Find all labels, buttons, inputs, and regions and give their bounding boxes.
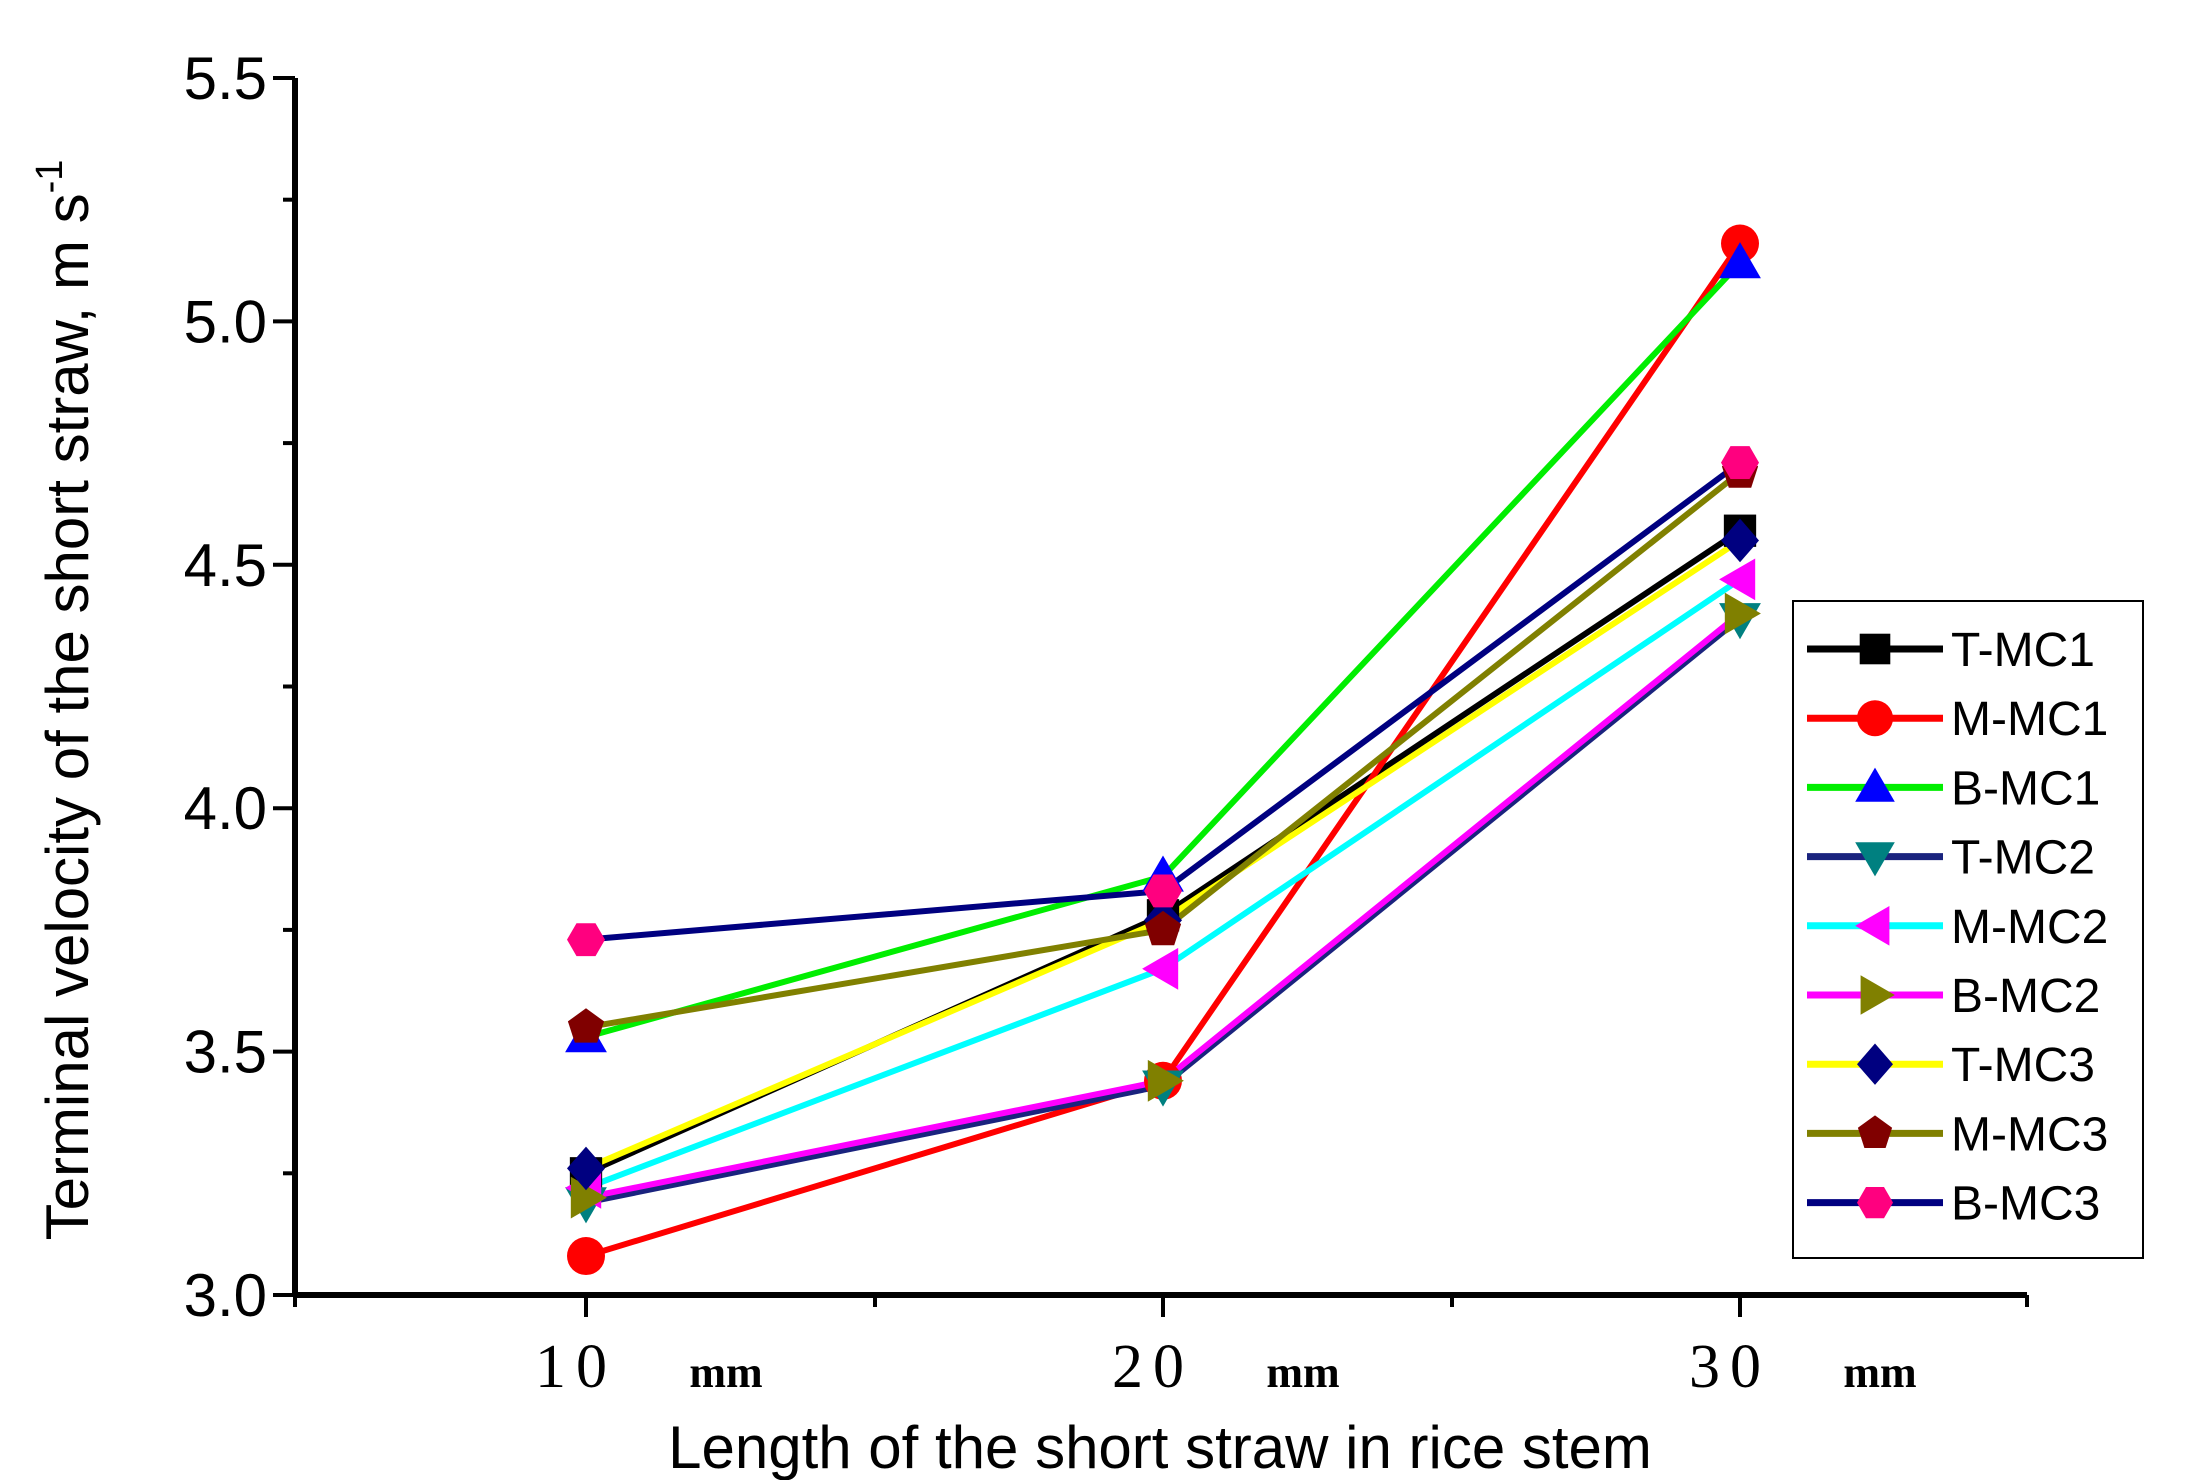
- y-axis-title-main: Terminal velocity of the short straw, m …: [34, 193, 101, 1240]
- y-tick-label: 5.5: [184, 45, 267, 112]
- x-tick-label: 20: [1112, 1333, 1194, 1401]
- data-point-m-mc3: [567, 1008, 605, 1043]
- legend-marker-m-mc2: [1855, 906, 1890, 946]
- legend-marker-t-mc3: [1857, 1043, 1893, 1085]
- data-point-b-mc3: [567, 923, 605, 957]
- data-point-b-mc3: [1721, 446, 1759, 479]
- legend-marker-b-mc3: [1857, 1187, 1893, 1219]
- y-tick-label: 4.5: [184, 532, 267, 599]
- x-tick-label: 30: [1689, 1333, 1771, 1401]
- legend-marker-m-mc3: [1857, 1115, 1893, 1148]
- legend-label-m-mc2: M-MC2: [1951, 901, 2108, 954]
- legend: T-MC1 M-MC1 B-MC1 T-MC2 M-MC2 B-MC2 T-MC3 M-MC3…: [1792, 600, 2144, 1259]
- y-axis-title: Terminal velocity of the short straw, m …: [29, 160, 101, 1241]
- y-tick-label: 4.0: [184, 775, 267, 842]
- legend-label-t-mc2: T-MC2: [1951, 832, 2095, 885]
- legend-box: [1792, 600, 2144, 1259]
- data-point-m-mc3: [1144, 910, 1182, 946]
- legend-label-t-mc3: T-MC3: [1951, 1039, 2095, 1092]
- x-axis-title: Length of the short straw in rice stem: [668, 1414, 1652, 1480]
- x-tick-unit: mm: [1843, 1348, 1916, 1397]
- x-tick-unit: mm: [689, 1348, 762, 1397]
- data-point-b-mc2: [570, 1176, 607, 1219]
- legend-marker-b-mc1: [1855, 767, 1895, 802]
- data-point-b-mc2: [1724, 592, 1761, 635]
- legend-label-m-mc1: M-MC1: [1951, 693, 2108, 746]
- legend-marker-t-mc2: [1855, 842, 1895, 877]
- legend-label-b-mc3: B-MC3: [1951, 1178, 2100, 1231]
- axes: 3.0 3.5 4.0 4.5 5.0 5.5 10 mm 20 mm 30 mm: [184, 45, 2029, 1401]
- y-tick-label: 3.5: [184, 1019, 267, 1086]
- marker-layer: [565, 224, 1761, 1276]
- data-point-m-mc2: [1142, 947, 1179, 990]
- legend-label-b-mc2: B-MC2: [1951, 970, 2100, 1023]
- legend-label-m-mc3: M-MC3: [1951, 1108, 2108, 1161]
- data-point-t-mc3: [1721, 518, 1759, 563]
- data-point-m-mc1: [567, 1237, 605, 1276]
- legend-marker-b-mc2: [1860, 975, 1895, 1015]
- legend-label-b-mc1: B-MC1: [1951, 762, 2100, 815]
- data-point-b-mc1: [1719, 242, 1761, 279]
- y-tick-label: 3.0: [184, 1262, 267, 1329]
- x-tick-label: 10: [535, 1333, 617, 1401]
- legend-marker-m-mc1: [1857, 700, 1893, 737]
- legend-label-t-mc1: T-MC1: [1951, 624, 2095, 677]
- legend-marker-t-mc1: [1859, 633, 1891, 665]
- y-tick-label: 5.0: [184, 288, 267, 355]
- y-axis-title-superscript: -1: [29, 160, 71, 194]
- data-point-t-mc3: [567, 1146, 605, 1191]
- x-tick-unit: mm: [1266, 1348, 1339, 1397]
- data-point-m-mc2: [1719, 558, 1756, 601]
- data-point-b-mc3: [1144, 874, 1182, 908]
- data-point-b-mc2: [1147, 1059, 1184, 1102]
